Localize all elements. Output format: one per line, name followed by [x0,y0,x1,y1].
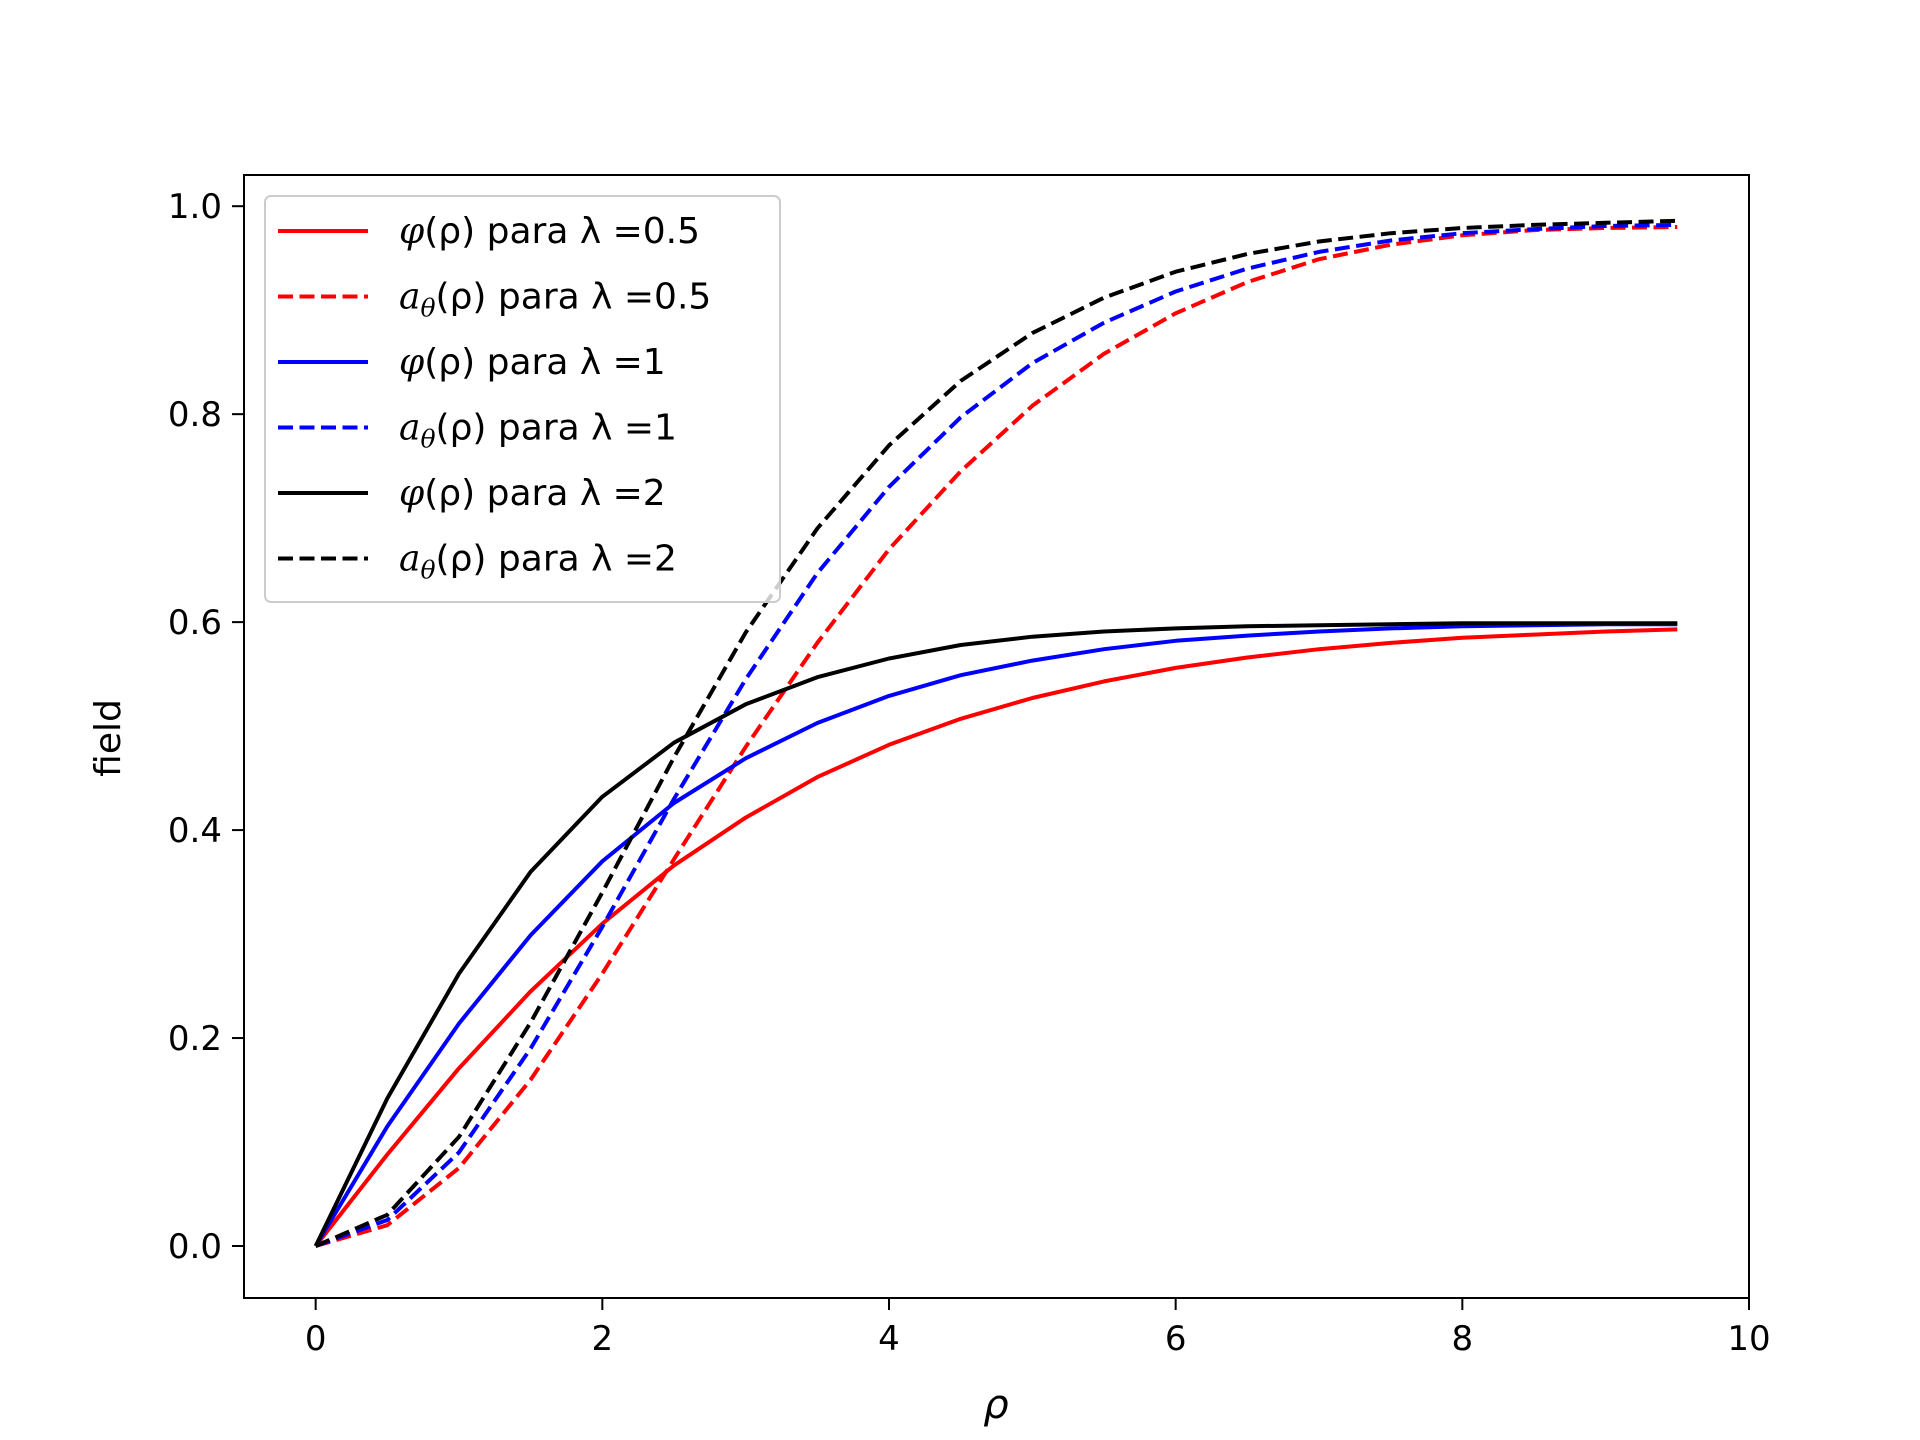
x-tick-label: 0 [305,1319,327,1359]
legend-symbol: φ [399,342,425,383]
legend-symbol: φ [399,211,425,252]
x-axis: 0 2 4 6 8 10 [305,1298,1771,1359]
x-tick-label: 6 [1165,1319,1187,1359]
series-line-4 [315,222,1678,1248]
legend-frame [264,195,781,603]
y-tick-label: 0.6 [168,603,222,643]
legend-tail: (ρ) para λ =1 [436,408,677,449]
plot-area-frame [243,174,1750,1299]
legend-tail: (ρ) para λ =0.5 [436,277,712,318]
x-axis-label: ρ [983,1382,1008,1428]
series-line-2 [315,225,1678,1248]
series-line-5 [313,621,1678,1247]
legend-symbol: a [399,277,420,318]
legend-label: aθ(ρ) para λ =2 [399,539,677,585]
legend-tail: (ρ) para λ =2 [436,539,677,580]
legend-symbol: a [399,539,420,580]
series-line-6 [314,218,1678,1248]
y-tick-label: 0.4 [168,811,222,851]
series-line-1 [314,627,1678,1248]
x-tick-label: 2 [592,1319,614,1359]
legend-symbol: φ [399,473,425,514]
legend-label: φ(ρ) para λ =1 [399,342,666,383]
legend-subscript: θ [420,294,435,323]
legend-label: φ(ρ) para λ =0.5 [399,211,700,252]
legend-label: φ(ρ) para λ =2 [399,473,666,514]
y-axis: 0.0 0.2 0.4 0.6 0.8 1.0 [168,187,244,1267]
y-tick-label: 1.0 [168,187,222,227]
legend-subscript: θ [420,425,435,454]
y-tick-label: 0.8 [168,395,222,435]
legend-label: aθ(ρ) para λ =1 [399,408,677,454]
x-tick-label: 4 [878,1319,900,1359]
series-line-3 [313,622,1678,1248]
legend: φ(ρ) para λ =0.5aθ(ρ) para λ =0.5φ(ρ) pa… [264,195,781,603]
legend-label: aθ(ρ) para λ =0.5 [399,277,711,323]
x-tick-label: 10 [1727,1319,1770,1359]
legend-tail: (ρ) para λ =2 [424,473,665,514]
y-tick-label: 0.2 [168,1019,222,1059]
series-lines [313,218,1678,1248]
legend-tail: (ρ) para λ =0.5 [424,211,700,252]
x-tick-label: 8 [1452,1319,1474,1359]
y-axis-label: field [88,699,129,777]
legend-tail: (ρ) para λ =1 [424,342,665,383]
legend-symbol: a [399,408,420,449]
legend-subscript: θ [420,556,435,585]
y-tick-label: 0.0 [168,1227,222,1267]
